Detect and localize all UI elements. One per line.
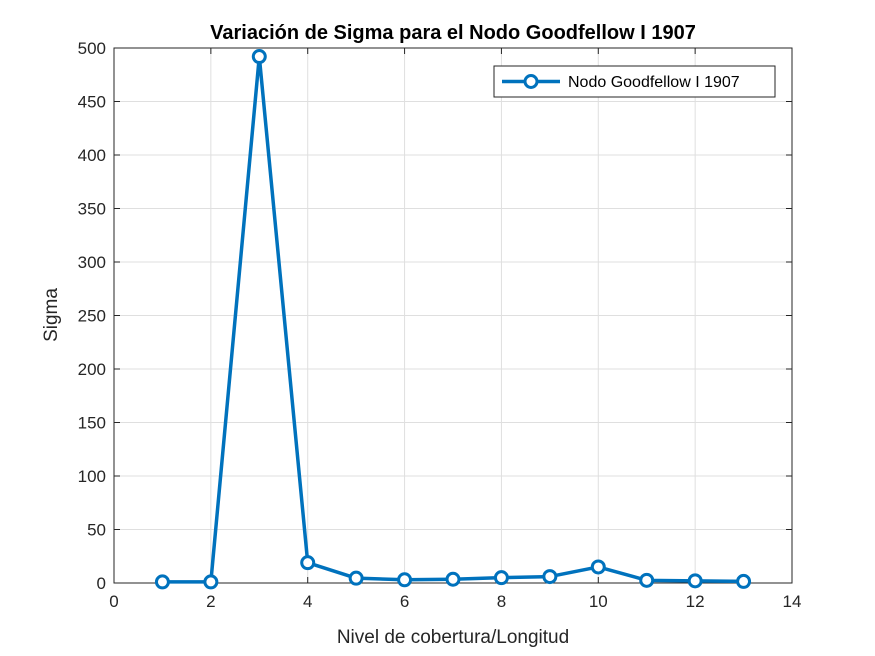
y-tick-label: 350 <box>78 200 106 219</box>
x-axis-label: Nivel de cobertura/Longitud <box>337 627 569 648</box>
y-tick-label: 400 <box>78 146 106 165</box>
y-tick-label: 300 <box>78 253 106 272</box>
data-point <box>590 559 606 575</box>
series <box>154 49 752 590</box>
y-tick-label: 500 <box>78 39 106 58</box>
data-point <box>300 555 316 571</box>
ticks: 0 2 4 6 8 10 12 14 0 50 100 150 200 250 300 350 400 450 50… <box>78 39 802 611</box>
y-tick-label: 450 <box>78 93 106 112</box>
plot-area: 0 2 4 6 8 10 12 14 0 50 100 150 200 250 300 350 400 450 50… <box>78 39 802 611</box>
y-tick-label: 0 <box>97 574 106 593</box>
x-tick-label: 4 <box>303 592 312 611</box>
data-point <box>639 572 655 588</box>
data-point <box>397 572 413 588</box>
y-tick-label: 250 <box>78 307 106 326</box>
x-tick-label: 2 <box>206 592 215 611</box>
x-tick-label: 10 <box>589 592 608 611</box>
data-point <box>687 573 703 589</box>
y-tick-label: 50 <box>87 521 106 540</box>
data-point <box>493 570 509 586</box>
legend-entry-label: Nodo Goodfellow I 1907 <box>568 74 740 91</box>
data-point <box>736 573 752 589</box>
x-tick-label: 14 <box>783 592 802 611</box>
x-tick-label: 0 <box>109 592 118 611</box>
data-point <box>445 571 461 587</box>
data-point <box>154 574 170 590</box>
x-tick-label: 6 <box>400 592 409 611</box>
data-point <box>542 569 558 585</box>
y-tick-label: 200 <box>78 360 106 379</box>
legend: Nodo Goodfellow I 1907 <box>493 65 776 98</box>
grid <box>114 48 792 583</box>
legend-marker <box>523 74 539 89</box>
y-tick-label: 150 <box>78 414 106 433</box>
data-point <box>203 574 219 590</box>
y-tick-label: 100 <box>78 467 106 486</box>
x-tick-label: 8 <box>497 592 506 611</box>
chart-title: Variación de Sigma para el Nodo Goodfell… <box>210 22 696 44</box>
data-point <box>348 570 364 586</box>
data-point <box>251 49 267 65</box>
x-tick-label: 12 <box>686 592 705 611</box>
y-axis-label: Sigma <box>41 288 62 342</box>
